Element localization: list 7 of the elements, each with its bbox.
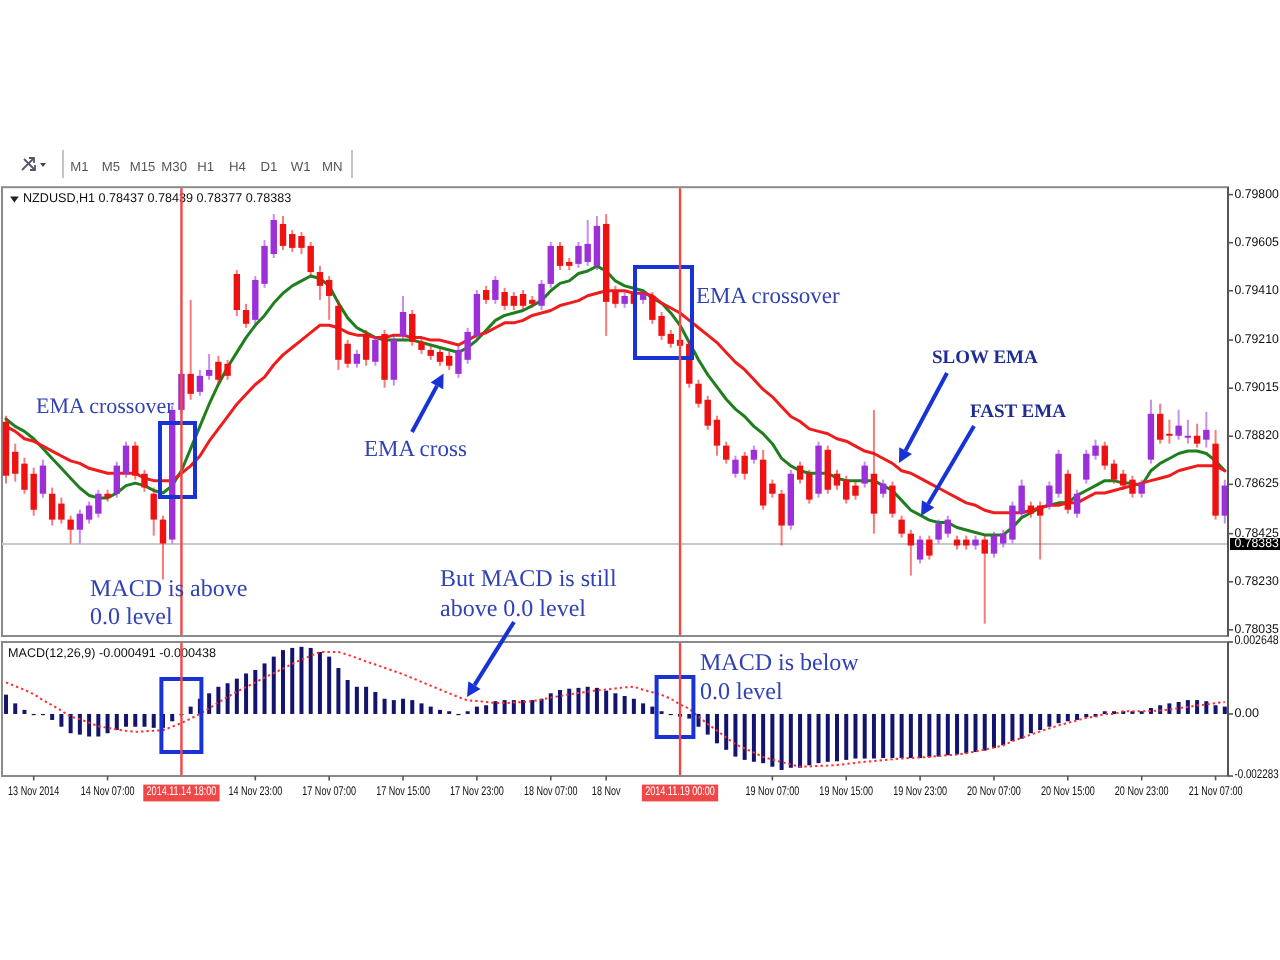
annotation: But MACD is still above 0.0 level <box>440 564 619 622</box>
annotation: MACD is below 0.0 level <box>700 648 860 705</box>
annotation: EMA cross <box>364 438 468 462</box>
annotation: EMA crossover <box>696 285 841 309</box>
annotation: SLOW EMA <box>932 349 1039 369</box>
annotation: EMA crossover <box>36 395 175 419</box>
annotation: FAST EMA <box>970 402 1067 423</box>
